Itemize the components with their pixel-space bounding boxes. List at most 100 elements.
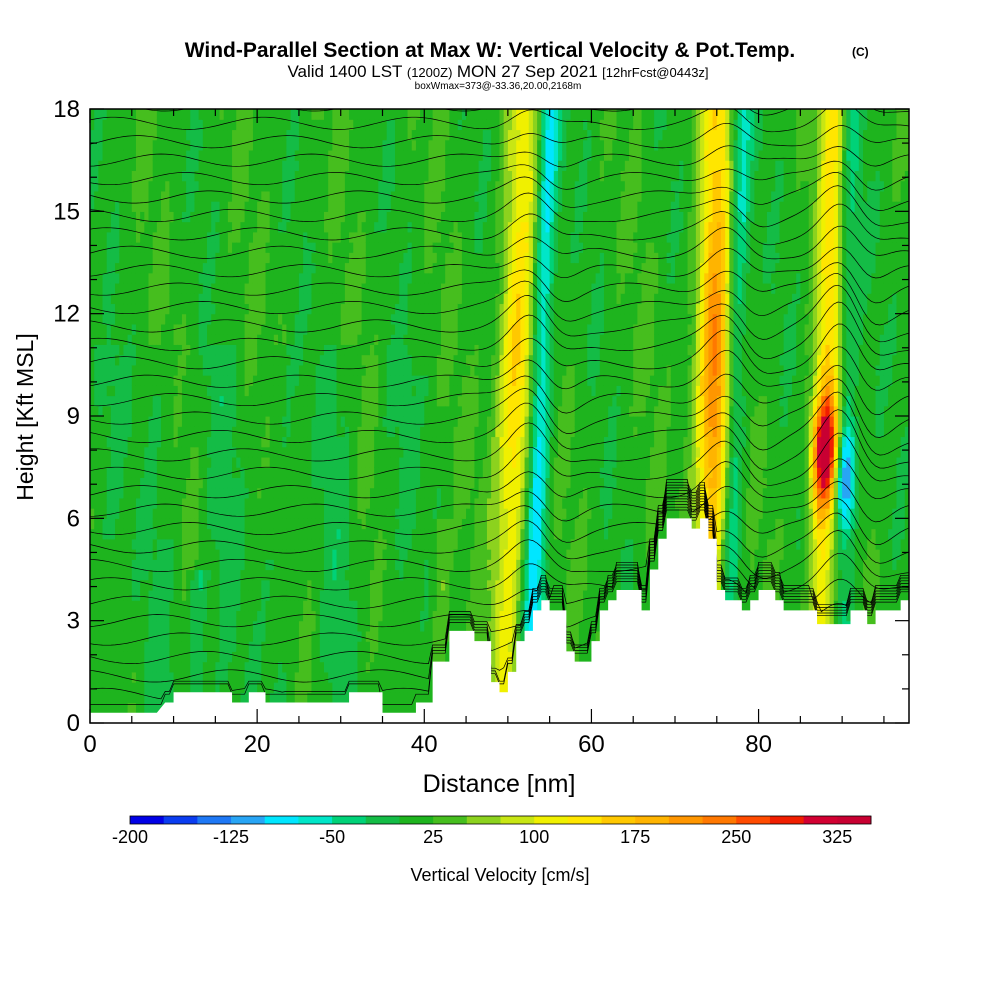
velocity-cell xyxy=(115,231,120,243)
velocity-cell xyxy=(135,477,141,489)
velocity-cell xyxy=(286,467,292,478)
velocity-cell xyxy=(420,242,425,253)
velocity-cell xyxy=(98,344,104,356)
velocity-cell xyxy=(194,180,200,192)
velocity-cell xyxy=(374,426,379,438)
velocity-cell xyxy=(257,231,262,243)
velocity-cell xyxy=(324,508,329,519)
velocity-cell xyxy=(294,569,300,581)
velocity-cell xyxy=(169,436,175,448)
velocity-cell xyxy=(411,487,417,499)
velocity-cell xyxy=(269,467,275,478)
velocity-cell xyxy=(328,518,333,530)
velocity-cell xyxy=(269,405,275,417)
velocity-cell xyxy=(407,426,413,438)
velocity-cell xyxy=(411,323,417,335)
velocity-cell xyxy=(386,436,392,448)
velocity-cell xyxy=(257,129,262,141)
velocity-cell xyxy=(236,262,242,274)
velocity-cell xyxy=(344,129,350,141)
velocity-cell xyxy=(411,497,417,509)
velocity-cell xyxy=(265,405,271,417)
velocity-cell xyxy=(332,446,338,458)
velocity-cell xyxy=(265,630,271,642)
velocity-cell xyxy=(115,262,120,274)
velocity-cell xyxy=(257,109,262,120)
velocity-cell xyxy=(365,119,371,131)
velocity-cell xyxy=(240,344,246,356)
velocity-cell xyxy=(173,651,179,663)
velocity-cell xyxy=(127,364,133,376)
velocity-cell xyxy=(240,416,246,427)
velocity-cell xyxy=(90,446,95,458)
velocity-cell xyxy=(177,610,183,622)
velocity-cell xyxy=(240,589,246,601)
velocity-cell xyxy=(119,160,125,171)
velocity-cell xyxy=(177,211,183,223)
velocity-cell xyxy=(236,426,242,438)
velocity-cell xyxy=(403,569,409,581)
velocity-cell xyxy=(336,201,342,212)
velocity-cell xyxy=(248,436,254,448)
velocity-cell xyxy=(161,129,166,141)
velocity-cell xyxy=(90,139,95,151)
velocity-cell xyxy=(328,375,333,386)
velocity-cell xyxy=(248,190,254,202)
velocity-cell xyxy=(227,272,233,284)
velocity-cell xyxy=(140,119,145,131)
velocity-cell xyxy=(307,651,313,663)
velocity-cell xyxy=(165,589,170,601)
velocity-cell xyxy=(303,272,308,284)
velocity-cell xyxy=(169,272,175,284)
velocity-cell xyxy=(123,630,129,642)
velocity-cell xyxy=(336,589,342,601)
velocity-cell xyxy=(165,416,170,427)
velocity-cell xyxy=(232,569,237,581)
velocity-cell xyxy=(248,323,254,335)
velocity-cell xyxy=(181,405,187,417)
velocity-cell xyxy=(298,538,304,550)
velocity-cell xyxy=(98,589,104,601)
velocity-cell xyxy=(374,589,379,601)
velocity-cell xyxy=(144,569,150,581)
velocity-cell xyxy=(177,313,183,325)
velocity-cell xyxy=(227,600,233,612)
velocity-cell xyxy=(349,293,354,305)
velocity-cell xyxy=(227,487,233,499)
velocity-cell xyxy=(303,395,308,407)
velocity-cell xyxy=(357,620,363,632)
velocity-cell xyxy=(411,436,417,448)
velocity-cell xyxy=(307,160,313,171)
velocity-cell xyxy=(177,569,183,581)
velocity-cell xyxy=(424,129,430,141)
velocity-cell xyxy=(152,569,158,581)
velocity-cell xyxy=(240,671,246,683)
velocity-cell xyxy=(386,661,392,673)
velocity-cell xyxy=(131,559,137,571)
velocity-cell xyxy=(286,385,292,397)
velocity-cell xyxy=(407,671,413,683)
velocity-cell xyxy=(282,354,287,366)
velocity-cell xyxy=(265,109,271,120)
velocity-cell xyxy=(298,508,304,519)
velocity-cell xyxy=(374,446,379,458)
velocity-cell xyxy=(186,682,191,693)
velocity-cell xyxy=(307,149,313,161)
velocity-cell xyxy=(365,160,371,171)
velocity-cell xyxy=(94,313,99,325)
velocity-cell xyxy=(294,160,300,171)
velocity-cell xyxy=(181,242,187,253)
velocity-cell xyxy=(186,129,191,141)
velocity-cell xyxy=(357,242,363,253)
velocity-cell xyxy=(395,600,400,612)
velocity-cell xyxy=(307,344,313,356)
velocity-cell xyxy=(240,303,246,315)
velocity-cell xyxy=(227,538,233,550)
velocity-cell xyxy=(223,589,229,601)
velocity-cell xyxy=(286,303,292,315)
velocity-cell xyxy=(169,569,175,581)
velocity-cell xyxy=(395,221,400,233)
velocity-cell xyxy=(428,313,434,325)
velocity-cell xyxy=(261,405,267,417)
velocity-cell xyxy=(311,456,317,468)
